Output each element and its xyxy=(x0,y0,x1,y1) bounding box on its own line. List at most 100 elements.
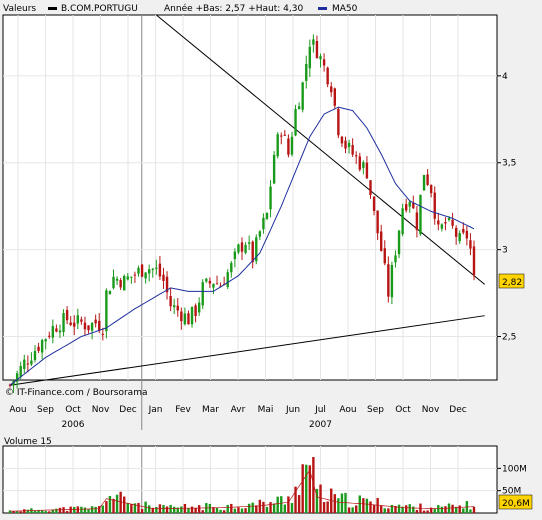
volume-bar xyxy=(315,488,319,513)
candle-down xyxy=(429,185,433,194)
volume-bar xyxy=(65,510,69,513)
candle-up xyxy=(197,302,201,313)
candle-down xyxy=(119,279,122,288)
year-label: 2007 xyxy=(309,420,332,430)
volume-bar xyxy=(340,493,344,513)
volume-grid xyxy=(3,467,501,492)
candle-up xyxy=(305,63,308,81)
candle-up xyxy=(115,278,119,281)
volume-bar xyxy=(94,506,97,513)
month-label: Avr xyxy=(231,405,246,415)
month-label: Fev xyxy=(175,405,191,415)
candle-down xyxy=(26,363,30,365)
candle-up xyxy=(212,283,215,288)
last-volume-box xyxy=(498,494,533,510)
volume-tick-label: 50M xyxy=(502,487,521,497)
candle-up xyxy=(394,255,397,263)
volume-bar xyxy=(40,510,44,513)
volume-bar xyxy=(194,508,197,513)
volume-bar xyxy=(155,507,158,513)
candle-down xyxy=(404,204,408,211)
volume-bar xyxy=(26,509,30,513)
volume-bar xyxy=(76,506,80,513)
volume-bar xyxy=(140,508,144,513)
month-label: Mai xyxy=(258,405,274,415)
volume-bar xyxy=(133,503,137,513)
candle-down xyxy=(355,155,358,157)
volume-bar xyxy=(148,505,151,513)
candle-up xyxy=(390,264,394,298)
candle-up xyxy=(108,291,112,295)
candle-up xyxy=(319,56,322,60)
candle-up xyxy=(19,365,22,377)
volume-bar xyxy=(387,508,390,513)
volume-bar xyxy=(365,498,369,513)
candle-down xyxy=(80,319,83,322)
volume-bar xyxy=(101,505,104,513)
candle-up xyxy=(30,360,33,365)
candle-down xyxy=(240,242,244,252)
month-label: Jun xyxy=(285,405,300,415)
volume-bar xyxy=(280,496,283,513)
candle-up xyxy=(230,262,233,273)
volume-bar xyxy=(372,504,376,513)
candle-down xyxy=(133,274,137,276)
candle-up xyxy=(397,230,401,255)
candle-down xyxy=(344,140,347,149)
volume-bar xyxy=(105,501,108,513)
year-label: 2006 xyxy=(62,420,85,430)
candle-up xyxy=(15,373,19,382)
volume-bar xyxy=(458,505,461,513)
candle-down xyxy=(287,138,290,155)
candle-down xyxy=(176,305,179,311)
volume-bar xyxy=(73,506,76,513)
price-tick-label: 2,5 xyxy=(502,333,516,343)
price-tick-label: 4 xyxy=(502,72,508,82)
last-price-box xyxy=(498,273,525,289)
volume-bar xyxy=(362,498,365,513)
trendline xyxy=(9,315,485,386)
candle-down xyxy=(69,322,72,326)
candle-down xyxy=(383,248,386,264)
candle-down xyxy=(169,296,172,307)
candle-up xyxy=(148,269,151,274)
volume-bar xyxy=(176,507,179,513)
volume-bar xyxy=(404,505,408,513)
month-label: Jul xyxy=(314,405,326,415)
candle-up xyxy=(190,306,194,325)
legend-symbol: B.COM.PORTUGU xyxy=(61,4,138,14)
volume-bar xyxy=(433,509,436,513)
candle-down xyxy=(94,319,97,324)
candle-down xyxy=(37,346,40,351)
candle-up xyxy=(401,208,404,235)
volume-bar xyxy=(426,510,429,513)
volume-bar xyxy=(283,504,287,513)
candle-up xyxy=(58,330,62,333)
volume-bar xyxy=(444,506,447,513)
candle-down xyxy=(369,180,372,195)
volume-tick-label: 100M xyxy=(502,464,527,474)
candle-down xyxy=(322,59,326,66)
volume-bar xyxy=(312,457,315,513)
month-label: Dec xyxy=(449,405,466,415)
candle-up xyxy=(262,217,265,230)
candle-down xyxy=(451,219,454,226)
candle-down xyxy=(376,210,379,234)
volume-bar xyxy=(187,507,190,513)
candle-up xyxy=(62,312,65,333)
volume-bar xyxy=(337,498,340,513)
candle-down xyxy=(208,280,212,284)
candle-up xyxy=(40,340,44,353)
candle-down xyxy=(194,305,197,316)
volume-bar xyxy=(308,465,312,513)
legend-ma-label: MA50 xyxy=(332,4,358,14)
candle-down xyxy=(454,227,458,237)
candle-up xyxy=(419,194,422,235)
volume-bar xyxy=(165,506,169,513)
candle-up xyxy=(126,276,129,280)
volume-bar xyxy=(130,503,133,513)
price-axis-labels: 2,5 3 3,5 4 xyxy=(502,72,516,343)
volume-bar xyxy=(351,507,354,513)
candle-down xyxy=(340,136,344,144)
